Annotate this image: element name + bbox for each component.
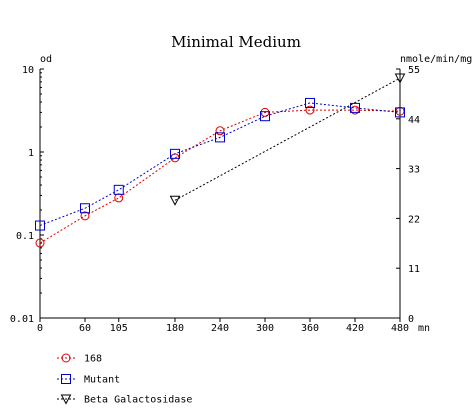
data-point-series-2 [35,220,45,231]
x-axis-tick-label: 180 [166,323,184,334]
data-point-series-2 [80,203,90,214]
x-axis-tick-label: 0 [37,323,43,334]
series-line-1 [39,109,401,244]
data-point-series-2 [305,97,315,108]
x-axis-tick-label: 480 [391,323,409,334]
right-axis-tick-label: 44 [408,115,420,126]
series-line-2 [39,102,401,226]
legend-marker [61,353,71,363]
left-axis-tick-label: 10 [22,65,34,76]
legend-label: 168 [84,354,102,365]
right-axis-tick-label: 55 [408,65,420,76]
data-point-series-2 [350,102,360,113]
x-axis-tick-label: 420 [346,323,364,334]
left-axis-tick-label: 1 [28,148,34,159]
data-point-series-3 [394,73,406,84]
x-axis-tick-label: 300 [256,323,274,334]
legend-marker [60,394,72,405]
data-point-series-1 [305,105,315,115]
data-point-series-1 [114,193,124,203]
data-point-series-2 [113,184,124,195]
left-axis-label: od [40,54,52,65]
right-axis-label: nmole/min/mg [400,54,472,65]
right-axis-tick-label: 22 [408,214,420,225]
left-axis-tick-label: 0.1 [16,231,34,242]
data-point-series-2 [395,107,405,118]
right-axis-tick-label: 0 [408,314,414,325]
x-axis-unit: mn [418,323,430,334]
right-axis-tick-label: 33 [408,165,420,176]
x-axis-tick-label: 360 [301,323,319,334]
x-axis-tick-label: 240 [211,323,229,334]
x-axis-tick-label: 60 [79,323,91,334]
x-axis-tick-label: 105 [110,323,128,334]
legend-label: Beta Galactosidase [84,395,192,406]
data-point-series-1 [80,211,90,221]
chart-title: Minimal Medium [171,33,301,51]
right-axis-tick-label: 11 [408,264,420,275]
data-point-series-3 [169,195,181,206]
data-point-series-1 [215,126,225,136]
data-point-series-2 [170,148,180,159]
data-point-series-2 [260,111,270,122]
series-line-3 [174,77,401,201]
legend-label: Mutant [84,375,120,386]
data-point-series-2 [215,132,225,143]
left-axis-tick-label: 0.01 [10,314,34,325]
legend-marker [61,374,71,384]
data-point-series-1 [35,238,45,248]
